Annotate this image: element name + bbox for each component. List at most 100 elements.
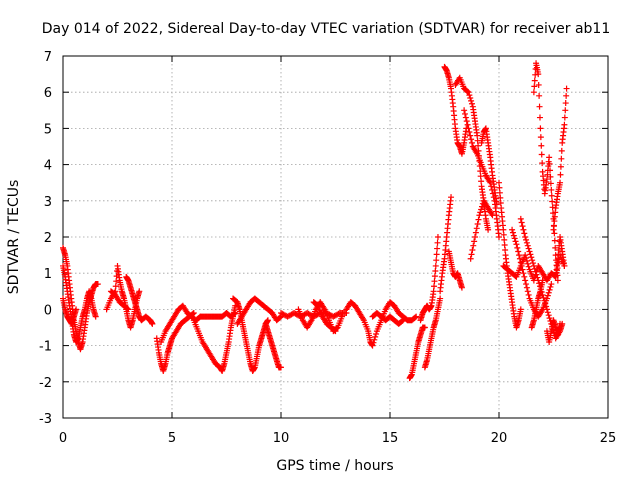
y-tick-label: 6 xyxy=(44,86,52,101)
y-tick-label: 4 xyxy=(44,159,52,174)
data-point xyxy=(549,198,556,205)
data-point xyxy=(558,147,565,154)
data-point xyxy=(524,288,531,295)
data-point xyxy=(502,247,509,254)
data-point xyxy=(431,283,438,290)
data-point xyxy=(546,160,553,167)
data-point xyxy=(524,260,531,267)
data-point xyxy=(552,244,559,251)
data-point xyxy=(523,257,530,264)
data-point xyxy=(522,234,529,240)
data-point xyxy=(371,336,378,343)
data-point xyxy=(467,132,474,139)
data-point xyxy=(468,136,475,143)
data-point xyxy=(509,229,516,236)
data-point xyxy=(537,125,544,132)
data-point xyxy=(523,284,530,291)
data-point xyxy=(542,300,549,307)
data-point xyxy=(537,134,544,141)
data-point xyxy=(149,320,156,327)
data-point xyxy=(475,216,482,223)
data-point xyxy=(112,283,119,290)
data-point xyxy=(500,226,507,233)
data-point xyxy=(113,278,120,285)
data-point xyxy=(496,179,502,186)
data-point xyxy=(551,237,558,244)
data-point xyxy=(562,100,569,107)
y-tick-label: 0 xyxy=(44,303,52,318)
data-point xyxy=(478,206,485,213)
data-point xyxy=(522,252,529,259)
data-point xyxy=(545,312,552,319)
data-point xyxy=(470,242,477,249)
y-tick-label: 1 xyxy=(44,267,52,282)
data-point xyxy=(522,277,529,284)
data-point xyxy=(432,268,439,275)
x-tick-label: 20 xyxy=(491,431,508,446)
data-point xyxy=(510,232,517,239)
data-point xyxy=(434,245,441,252)
data-point xyxy=(526,248,533,255)
data-point xyxy=(474,132,481,139)
data-point xyxy=(190,310,197,317)
data-point xyxy=(478,203,485,210)
data-point xyxy=(413,313,420,320)
data-point xyxy=(496,184,503,191)
data-point xyxy=(517,306,524,313)
x-axis-label: GPS time / hours xyxy=(276,458,393,474)
data-point xyxy=(264,317,271,324)
data-point xyxy=(468,97,475,104)
data-point xyxy=(547,167,554,174)
data-point xyxy=(412,314,419,321)
data-point xyxy=(472,234,479,240)
data-point xyxy=(557,179,564,186)
data-point xyxy=(523,281,530,288)
data-point xyxy=(467,94,474,101)
data-point xyxy=(530,89,537,96)
data-point xyxy=(525,291,532,298)
data-point xyxy=(517,215,524,222)
data-point xyxy=(477,209,484,216)
data-point xyxy=(527,251,534,258)
data-point xyxy=(476,212,483,219)
y-tick-label: -3 xyxy=(39,412,52,427)
data-point xyxy=(563,92,570,99)
data-points xyxy=(60,60,570,382)
data-point xyxy=(335,310,342,317)
data-point xyxy=(561,262,568,269)
data-point xyxy=(546,315,553,322)
data-point xyxy=(549,204,556,211)
data-point xyxy=(533,271,540,278)
data-point xyxy=(448,194,455,201)
data-point xyxy=(496,234,502,240)
data-point xyxy=(547,283,554,290)
data-point xyxy=(339,313,346,320)
x-tick-label: 25 xyxy=(600,431,617,446)
data-point xyxy=(563,85,570,92)
data-point xyxy=(531,77,538,84)
data-point xyxy=(501,236,508,243)
data-point xyxy=(520,226,527,233)
data-point xyxy=(232,310,239,317)
chart-title: Day 014 of 2022, Sidereal Day-to-day VTE… xyxy=(42,21,611,37)
data-point xyxy=(547,180,554,187)
y-tick-label: 5 xyxy=(44,122,52,137)
data-point xyxy=(512,238,519,245)
data-point xyxy=(373,331,380,338)
data-point xyxy=(475,142,482,149)
data-point xyxy=(477,173,484,180)
data-point xyxy=(487,179,494,186)
data-point xyxy=(521,273,528,280)
data-point xyxy=(462,114,469,121)
data-point xyxy=(73,306,80,313)
data-point xyxy=(551,273,558,280)
data-point xyxy=(511,235,518,242)
data-point xyxy=(369,342,376,349)
data-point xyxy=(437,295,444,302)
data-point xyxy=(497,194,504,201)
data-point xyxy=(433,257,440,264)
data-point xyxy=(538,142,545,149)
data-point xyxy=(472,229,479,236)
data-point xyxy=(497,199,504,206)
data-point xyxy=(519,266,526,273)
